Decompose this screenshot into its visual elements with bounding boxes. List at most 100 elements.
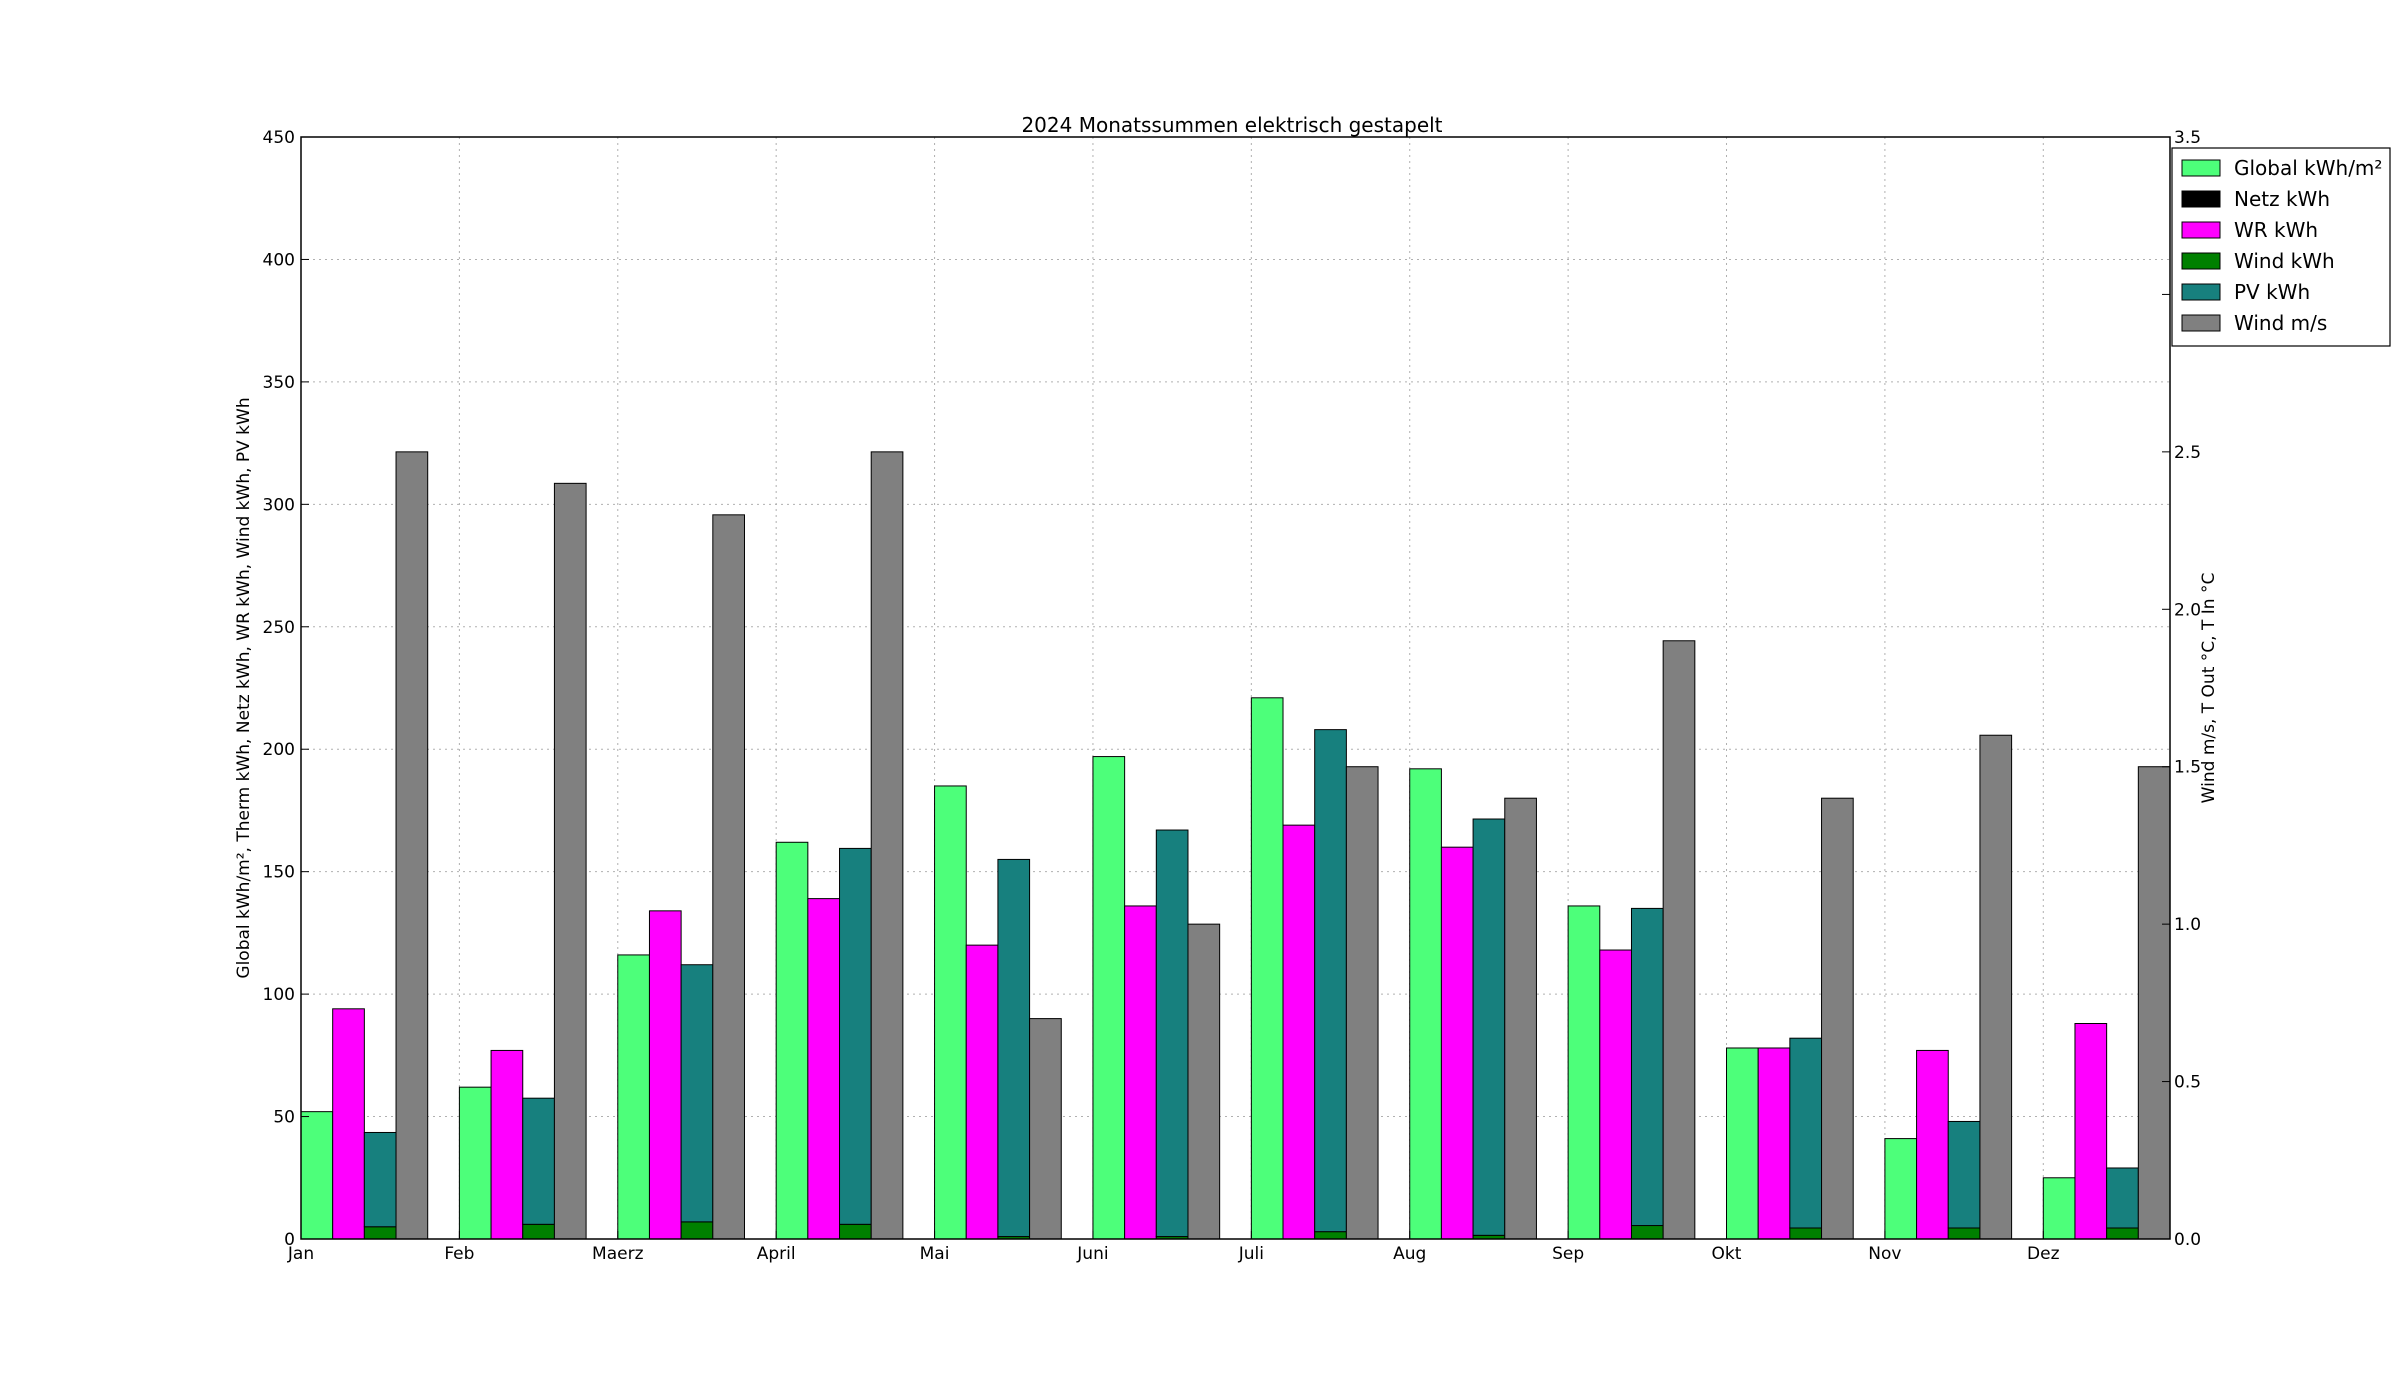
bar-pv-kwh-feb [522, 1097, 555, 1225]
x-tick-jan: Jan [287, 1244, 314, 1264]
bar-global-kwh-m-aug [1409, 768, 1442, 1240]
x-tick-april: April [757, 1244, 796, 1264]
bar-wr-kwh-mai [965, 944, 999, 1240]
bar-global-kwh-m-dez [2042, 1177, 2076, 1240]
y-axis-label-left: Global kWh/m², Therm kWh, Netz kWh, WR k… [234, 397, 254, 978]
bar-global-kwh-m-okt [1726, 1047, 1759, 1240]
bar-wr-kwh-dez [2074, 1022, 2108, 1240]
y-tick-right: 2.0 [2174, 600, 2201, 620]
x-tick-sep: Sep [1552, 1244, 1584, 1264]
x-tick-okt: Okt [1712, 1244, 1742, 1264]
x-tick-maerz: Maerz [592, 1244, 644, 1264]
legend-label-wr-kwh: WR kWh [2234, 218, 2318, 242]
bar-pv-kwh-juli [1314, 729, 1347, 1233]
x-tick-juli: Juli [1238, 1244, 1264, 1264]
bar-pv-kwh-april [839, 847, 872, 1225]
bar-wr-kwh-nov [1916, 1049, 1949, 1240]
y-tick-left: 300 [263, 495, 295, 515]
plot-frame [300, 136, 2171, 1240]
bar-wr-kwh-sep [1599, 949, 1632, 1240]
bar-wr-kwh-april [807, 898, 841, 1240]
bar-pv-kwh-sep [1630, 907, 1664, 1227]
bar-wind-kwh-sep [1630, 1225, 1664, 1240]
legend-swatch-wr-kwh [2181, 221, 2221, 239]
y-tick-left: 450 [263, 128, 295, 148]
bar-global-kwh-m-jan [300, 1111, 334, 1240]
bar-wind-m-s-jan [395, 451, 429, 1240]
ticks: 0 50 100 150 200 250 300 350 400 450 0.0 0.5 1.0 1.5 2… [263, 128, 2202, 1264]
bar-pv-kwh-nov [1947, 1120, 1981, 1229]
bar-global-kwh-m-feb [458, 1086, 492, 1240]
bar-global-kwh-m-nov [1884, 1138, 1918, 1240]
bar-global-kwh-m-juli [1250, 697, 1284, 1240]
y-tick-right: 1.0 [2174, 915, 2201, 935]
bar-wind-kwh-okt [1789, 1227, 1823, 1240]
bar-wind-m-s-okt [1821, 797, 1854, 1240]
bar-global-kwh-m-juni [1092, 756, 1126, 1240]
x-tick-mai: Mai [920, 1244, 950, 1264]
bar-wind-kwh-maerz [680, 1221, 714, 1240]
bar-wr-kwh-jan [332, 1008, 365, 1240]
legend-label-wind-kwh: Wind kWh [2234, 249, 2335, 273]
legend-swatch-wind-kwh [2181, 252, 2221, 270]
y-axis-label-right: Wind m/s, T Out °C, T In °C [2199, 573, 2219, 804]
bar-wind-m-s-maerz [712, 514, 745, 1240]
legend-swatch-netz-kwh [2181, 190, 2221, 208]
x-tick-juni: Juni [1076, 1244, 1108, 1264]
y-tick-right: 0.5 [2174, 1073, 2201, 1093]
y-tick-left: 350 [263, 373, 295, 393]
bar-wind-m-s-juli [1345, 766, 1379, 1240]
legend-swatch-pv-kwh [2181, 283, 2221, 301]
bar-pv-kwh-mai [997, 858, 1031, 1238]
bar-wind-kwh-jan [363, 1226, 397, 1240]
bar-wr-kwh-okt [1757, 1047, 1791, 1240]
bar-global-kwh-m-maerz [617, 954, 650, 1240]
bar-wind-m-s-dez [2137, 766, 2171, 1240]
legend-swatch-wind-m-s [2181, 314, 2221, 332]
legend-swatch-global-kwh-m [2181, 159, 2221, 177]
x-tick-dez: Dez [2027, 1244, 2060, 1264]
legend-box [2171, 147, 2391, 347]
legend: Global kWh/m² Netz kWh WR kWh Wind kWh PV kW… [2171, 147, 2391, 347]
bar-wind-m-s-feb [553, 482, 587, 1240]
bar-wind-m-s-april [870, 451, 904, 1240]
bar-wind-m-s-aug [1504, 797, 1537, 1240]
y-tick-left: 200 [263, 740, 295, 760]
legend-label-wind-m-s: Wind m/s [2234, 311, 2327, 335]
x-tick-aug: Aug [1393, 1244, 1426, 1264]
legend-label-netz-kwh: Netz kWh [2234, 187, 2330, 211]
chart-title: 2024 Monatssummen elektrisch gestapelt [1021, 113, 1442, 137]
bar-global-kwh-m-mai [934, 785, 967, 1240]
bar-wr-kwh-juni [1124, 905, 1157, 1240]
bar-global-kwh-m-sep [1567, 905, 1601, 1240]
x-tick-feb: Feb [444, 1244, 474, 1264]
bars [300, 451, 2171, 1240]
y-tick-left: 400 [263, 250, 295, 270]
bar-wr-kwh-juli [1282, 824, 1316, 1240]
bar-pv-kwh-dez [2106, 1167, 2139, 1229]
bar-pv-kwh-jan [363, 1131, 397, 1228]
bar-wind-m-s-juni [1187, 923, 1221, 1240]
bar-wind-kwh-april [839, 1223, 872, 1240]
bar-global-kwh-m-april [775, 841, 809, 1240]
y-tick-left: 150 [263, 863, 295, 883]
legend-label-global-kwh-m: Global kWh/m² [2234, 156, 2382, 180]
y-tick-right: 0.0 [2174, 1230, 2201, 1250]
y-tick-right: 3.5 [2174, 128, 2201, 148]
bar-pv-kwh-okt [1789, 1037, 1823, 1229]
bar-wind-m-s-sep [1662, 640, 1696, 1240]
bar-pv-kwh-maerz [680, 964, 714, 1223]
legend-label-pv-kwh: PV kWh [2234, 280, 2310, 304]
y-tick-left: 250 [263, 618, 295, 638]
y-tick-right: 1.5 [2174, 758, 2201, 778]
bar-wr-kwh-aug [1440, 846, 1474, 1240]
y-tick-left: 50 [273, 1108, 295, 1128]
bar-wr-kwh-maerz [648, 910, 682, 1240]
bar-wind-m-s-mai [1029, 1018, 1062, 1240]
bar-wind-kwh-feb [522, 1223, 555, 1240]
x-tick-nov: Nov [1868, 1244, 1901, 1264]
y-tick-left: 0 [284, 1230, 295, 1250]
bar-pv-kwh-aug [1472, 818, 1506, 1236]
bar-wind-kwh-nov [1947, 1227, 1981, 1240]
